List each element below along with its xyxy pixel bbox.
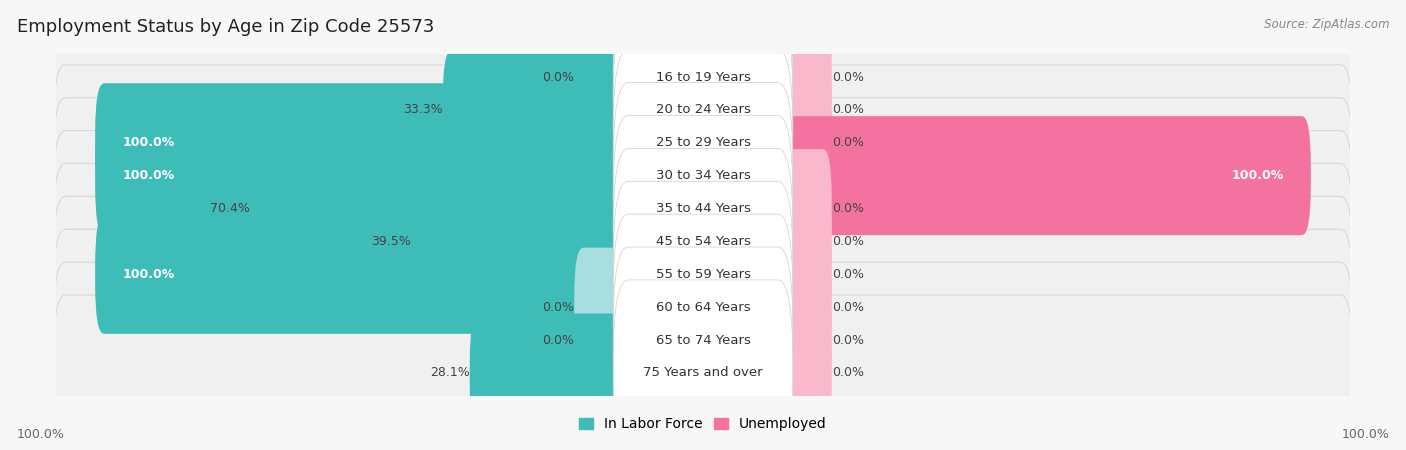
FancyBboxPatch shape: [470, 314, 634, 432]
Text: 33.3%: 33.3%: [404, 104, 443, 117]
Text: 0.0%: 0.0%: [832, 268, 863, 281]
FancyBboxPatch shape: [96, 215, 634, 334]
Text: 20 to 24 Years: 20 to 24 Years: [655, 104, 751, 117]
FancyBboxPatch shape: [411, 182, 634, 301]
Text: 0.0%: 0.0%: [543, 301, 574, 314]
FancyBboxPatch shape: [53, 229, 1353, 385]
FancyBboxPatch shape: [772, 116, 1310, 235]
Text: 100.0%: 100.0%: [17, 428, 65, 441]
Text: 0.0%: 0.0%: [832, 301, 863, 314]
FancyBboxPatch shape: [53, 0, 1353, 155]
FancyBboxPatch shape: [613, 148, 793, 334]
FancyBboxPatch shape: [772, 182, 832, 301]
Text: 100.0%: 100.0%: [122, 136, 174, 149]
FancyBboxPatch shape: [53, 98, 1353, 254]
FancyBboxPatch shape: [613, 280, 793, 450]
Text: 45 to 54 Years: 45 to 54 Years: [655, 235, 751, 248]
FancyBboxPatch shape: [772, 149, 832, 268]
FancyBboxPatch shape: [613, 17, 793, 203]
Text: 28.1%: 28.1%: [430, 366, 470, 379]
Text: 55 to 59 Years: 55 to 59 Years: [655, 268, 751, 281]
FancyBboxPatch shape: [96, 116, 634, 235]
Text: 0.0%: 0.0%: [832, 202, 863, 215]
Text: 0.0%: 0.0%: [832, 366, 863, 379]
Text: 16 to 19 Years: 16 to 19 Years: [655, 71, 751, 84]
FancyBboxPatch shape: [613, 247, 793, 433]
FancyBboxPatch shape: [613, 50, 793, 236]
Text: 30 to 34 Years: 30 to 34 Years: [655, 169, 751, 182]
FancyBboxPatch shape: [613, 214, 793, 400]
Legend: In Labor Force, Unemployed: In Labor Force, Unemployed: [574, 412, 832, 437]
Text: 0.0%: 0.0%: [543, 71, 574, 84]
FancyBboxPatch shape: [53, 196, 1353, 352]
FancyBboxPatch shape: [613, 0, 793, 170]
Text: 0.0%: 0.0%: [543, 333, 574, 346]
FancyBboxPatch shape: [613, 83, 793, 269]
Text: 75 Years and over: 75 Years and over: [643, 366, 763, 379]
FancyBboxPatch shape: [53, 163, 1353, 320]
Text: 0.0%: 0.0%: [832, 136, 863, 149]
FancyBboxPatch shape: [574, 18, 634, 136]
Text: Employment Status by Age in Zip Code 25573: Employment Status by Age in Zip Code 255…: [17, 18, 434, 36]
Text: Source: ZipAtlas.com: Source: ZipAtlas.com: [1264, 18, 1389, 31]
Text: 25 to 29 Years: 25 to 29 Years: [655, 136, 751, 149]
Text: 100.0%: 100.0%: [122, 169, 174, 182]
FancyBboxPatch shape: [53, 65, 1353, 220]
Text: 0.0%: 0.0%: [832, 71, 863, 84]
FancyBboxPatch shape: [772, 50, 832, 169]
FancyBboxPatch shape: [772, 314, 832, 432]
FancyBboxPatch shape: [772, 83, 832, 202]
FancyBboxPatch shape: [53, 262, 1353, 418]
Text: 0.0%: 0.0%: [832, 235, 863, 248]
FancyBboxPatch shape: [772, 248, 832, 367]
FancyBboxPatch shape: [53, 32, 1353, 188]
FancyBboxPatch shape: [96, 83, 634, 202]
FancyBboxPatch shape: [574, 248, 634, 367]
FancyBboxPatch shape: [574, 281, 634, 400]
FancyBboxPatch shape: [772, 281, 832, 400]
Text: 39.5%: 39.5%: [371, 235, 411, 248]
Text: 70.4%: 70.4%: [209, 202, 249, 215]
Text: 100.0%: 100.0%: [1232, 169, 1284, 182]
FancyBboxPatch shape: [613, 116, 793, 302]
Text: 0.0%: 0.0%: [832, 333, 863, 346]
FancyBboxPatch shape: [613, 181, 793, 367]
FancyBboxPatch shape: [53, 130, 1353, 287]
FancyBboxPatch shape: [772, 215, 832, 334]
FancyBboxPatch shape: [53, 295, 1353, 450]
Text: 60 to 64 Years: 60 to 64 Years: [655, 301, 751, 314]
Text: 0.0%: 0.0%: [832, 104, 863, 117]
Text: 65 to 74 Years: 65 to 74 Years: [655, 333, 751, 346]
Text: 100.0%: 100.0%: [122, 268, 174, 281]
FancyBboxPatch shape: [443, 50, 634, 169]
Text: 35 to 44 Years: 35 to 44 Years: [655, 202, 751, 215]
Text: 100.0%: 100.0%: [1341, 428, 1389, 441]
FancyBboxPatch shape: [249, 149, 634, 268]
FancyBboxPatch shape: [772, 18, 832, 136]
